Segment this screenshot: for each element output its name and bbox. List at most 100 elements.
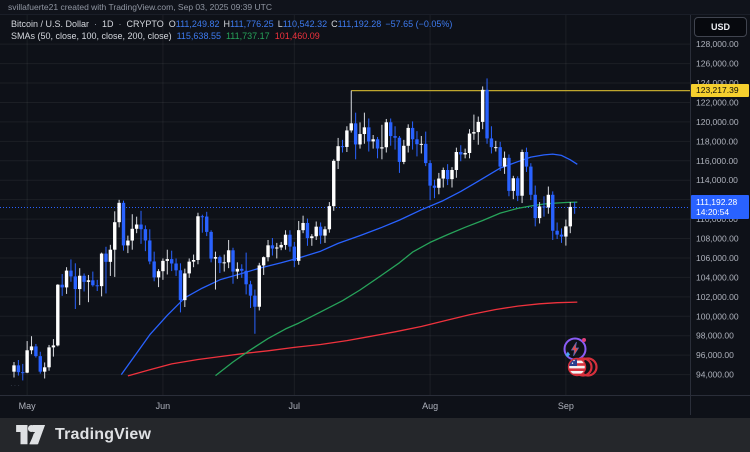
- price-tick-label: 106,000.00: [696, 253, 739, 263]
- attribution-bar: svillafuerte21 created with TradingView.…: [0, 0, 750, 15]
- candle: [47, 347, 51, 368]
- candle: [73, 276, 78, 290]
- chart-watermark: ···: [10, 381, 21, 390]
- time-tick-label: Sep: [558, 401, 574, 411]
- candle: [450, 169, 454, 180]
- candle: [432, 185, 437, 188]
- candle: [78, 275, 82, 290]
- price-tick-label: 96,000.00: [696, 350, 734, 360]
- candle: [261, 257, 266, 266]
- time-tick-label: Jul: [289, 401, 301, 411]
- candle: [16, 365, 21, 373]
- candle: [327, 206, 332, 230]
- candle: [130, 228, 134, 241]
- candle: [559, 234, 564, 237]
- tradingview-logo-icon[interactable]: [16, 424, 46, 446]
- legend-separator: ·: [118, 19, 122, 29]
- candle: [380, 147, 384, 149]
- symbol-legend-row[interactable]: Bitcoin / U.S. Dollar · 1D · CRYPTO O111…: [11, 18, 452, 30]
- sma200-line: [127, 301, 578, 377]
- candle: [301, 222, 305, 231]
- boost-sticker-icon[interactable]: [563, 337, 587, 361]
- candle: [152, 261, 156, 278]
- candle: [91, 280, 95, 286]
- price-tick-label: 110,000.00: [696, 214, 738, 224]
- candle: [279, 244, 283, 248]
- price-tick-label: 94,000.00: [696, 370, 734, 380]
- candle: [191, 259, 196, 262]
- candle: [143, 229, 148, 241]
- candle: [82, 275, 86, 282]
- candle: [222, 262, 226, 264]
- candles[interactable]: [12, 78, 577, 381]
- candle: [384, 122, 388, 148]
- tradingview-wordmark[interactable]: TradingView: [55, 426, 152, 443]
- candle: [218, 257, 222, 264]
- candle: [139, 224, 143, 230]
- price-tick-label: 104,000.00: [696, 272, 739, 282]
- price-tick-label: 116,000.00: [696, 156, 738, 166]
- ohlc-values: O111,249.82 H111,776.25 L110,542.32 C111…: [168, 19, 453, 29]
- candle: [467, 133, 472, 153]
- candle: [169, 259, 174, 264]
- candle: [551, 194, 555, 231]
- candle: [353, 123, 358, 145]
- candle: [134, 224, 139, 229]
- candle: [200, 216, 205, 218]
- candle: [572, 206, 577, 208]
- price-levels: [0, 90, 690, 208]
- sma-label[interactable]: SMAs (50, close, 100, close, 200, close): [11, 31, 172, 41]
- price-tick-label: 108,000.00: [696, 234, 739, 244]
- candle: [121, 202, 126, 246]
- symbol-title[interactable]: Bitcoin / U.S. Dollar: [11, 19, 90, 29]
- sma100-line: [215, 201, 578, 377]
- interval-label[interactable]: 1D: [102, 19, 114, 29]
- tradingview-footer: TradingView: [0, 418, 750, 452]
- candle: [314, 226, 318, 237]
- candle: [476, 121, 480, 133]
- candle: [270, 245, 275, 249]
- currency-toggle-button[interactable]: USD: [694, 17, 747, 37]
- candle: [507, 157, 511, 191]
- candle: [305, 222, 310, 239]
- candle: [419, 143, 424, 145]
- candle: [437, 178, 441, 188]
- sma50-line: [120, 153, 578, 375]
- candle: [69, 270, 73, 277]
- price-tick-label: 100,000.00: [696, 311, 739, 321]
- candle: [174, 263, 178, 271]
- candle: [209, 231, 213, 259]
- candle: [161, 260, 165, 272]
- candle: [546, 194, 551, 208]
- candle: [502, 157, 507, 167]
- candle: [288, 234, 292, 247]
- candle: [126, 240, 130, 246]
- candle: [318, 226, 323, 236]
- usa-flag-sticker-icon[interactable]: [567, 357, 598, 377]
- price-tick-label: 118,000.00: [696, 136, 738, 146]
- candle: [60, 284, 64, 288]
- sma200-value: 101,460.09: [274, 31, 320, 41]
- price-tick-label: 122,000.00: [696, 97, 739, 107]
- sma-legend-row[interactable]: SMAs (50, close, 100, close, 200, close)…: [11, 30, 452, 42]
- candle: [292, 246, 297, 261]
- candle: [375, 139, 380, 149]
- candle: [336, 146, 340, 161]
- sma100-value: 111,737.17: [225, 31, 270, 41]
- candle: [393, 136, 397, 138]
- candle: [104, 253, 108, 262]
- last-price-value: 111,192.28: [696, 196, 738, 207]
- candle: [555, 230, 559, 235]
- candle: [428, 163, 432, 186]
- candle: [323, 229, 327, 236]
- candle: [29, 346, 34, 351]
- scales[interactable]: 94,000.00 96,000.00 98,000.00 100,000.00 102…: [0, 14, 750, 415]
- change-value: −57.65 (−0.05%): [385, 19, 453, 29]
- candle: [564, 226, 568, 237]
- candle: [406, 127, 410, 146]
- candle: [349, 123, 353, 131]
- chart-legend: Bitcoin / U.S. Dollar · 1D · CRYPTO O111…: [11, 18, 452, 42]
- candle: [117, 202, 121, 223]
- candle: [511, 178, 516, 191]
